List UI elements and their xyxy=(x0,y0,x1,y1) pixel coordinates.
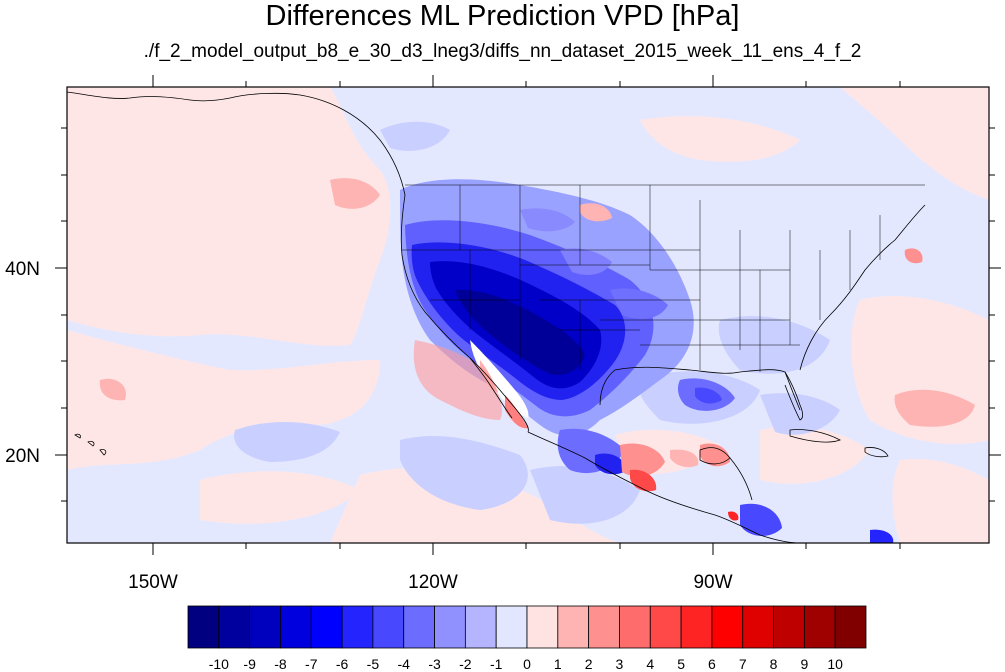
colorbar xyxy=(187,605,867,649)
axis-ticks xyxy=(55,75,1001,555)
negative-difference-light-areas xyxy=(234,121,840,524)
colorbar-swatch xyxy=(403,605,435,649)
colorbar-swatch xyxy=(526,605,559,649)
colorbar-tick-label: 8 xyxy=(770,656,778,672)
colorbar-swatch xyxy=(341,605,374,649)
colorbar-swatch xyxy=(834,605,867,649)
colorbar-swatch xyxy=(310,605,343,649)
colorbar-tick-label: -10 xyxy=(209,656,229,672)
colorbar-tick-label: -9 xyxy=(243,656,256,672)
gulf-anomaly xyxy=(677,378,735,411)
colorbar-tick-label: 0 xyxy=(523,656,531,672)
colorbar-swatch xyxy=(464,605,497,649)
colorbar-tick-label: 3 xyxy=(616,656,624,672)
difference-field xyxy=(67,87,989,543)
colorbar-tick-label: -3 xyxy=(428,656,441,672)
map-title: Differences ML Prediction VPD [hPa] xyxy=(265,0,740,32)
x-label-90w: 90W xyxy=(693,572,732,593)
colorbar-swatch xyxy=(372,605,405,649)
colorbar-tick-label: 5 xyxy=(677,656,685,672)
colorbar-swatch xyxy=(619,605,651,649)
y-label-20n: 20N xyxy=(5,446,40,467)
colorbar-tick-label: 6 xyxy=(708,656,716,672)
colorbar-tick-label: 4 xyxy=(646,656,654,672)
colorbar-tick-label: 2 xyxy=(585,656,593,672)
colorbar-tick-label: 10 xyxy=(827,656,843,672)
colorbar-swatch xyxy=(218,605,251,649)
colorbar-swatch xyxy=(249,605,281,649)
colorbar-tick-label: -6 xyxy=(336,656,349,672)
mexico-south-anomalies xyxy=(557,428,894,543)
colorbar-swatch xyxy=(742,605,774,649)
negative-anomaly-core xyxy=(400,179,694,436)
colorbar-tick-label: -1 xyxy=(490,656,503,672)
colorbar-swatch xyxy=(280,605,312,649)
y-label-40n: 40N xyxy=(5,259,40,280)
colorbar-swatch xyxy=(649,605,682,649)
colorbar-swatch xyxy=(434,605,466,649)
x-label-120w: 120W xyxy=(408,572,458,593)
x-label-150w: 150W xyxy=(128,572,178,593)
state-borders xyxy=(402,184,925,372)
colorbar-swatch xyxy=(773,605,805,649)
colorbar-swatch xyxy=(680,605,713,649)
colorbar-tick-label: -5 xyxy=(367,656,380,672)
colorbar-swatch xyxy=(803,605,836,649)
colorbar-tick-label: -4 xyxy=(398,656,411,672)
colorbar-swatch xyxy=(588,605,620,649)
colorbar-swatch xyxy=(495,605,528,649)
colorbar-tick-label: 7 xyxy=(739,656,747,672)
coastlines xyxy=(67,91,926,543)
colorbar-tick-label: -2 xyxy=(459,656,472,672)
colorbar-tick-label: -8 xyxy=(274,656,287,672)
coastal-positive-anomaly xyxy=(99,178,975,427)
colorbar-swatch xyxy=(187,605,220,649)
colorbar-swatch xyxy=(711,605,744,649)
colorbar-swatch xyxy=(557,605,590,649)
map-subtitle: ./f_2_model_output_b8_e_30_d3_lneg3/diff… xyxy=(143,41,862,62)
colorbar-tick-label: 1 xyxy=(554,656,562,672)
colorbar-tick-label: -7 xyxy=(305,656,318,672)
colorbar-tick-label: 9 xyxy=(800,656,808,672)
colorbar-labels: -10 -9 -8 -7 -6 -5 -4 -3 -2 -1 0 1 2 3 4 5 6 7 8 9 10 xyxy=(209,656,843,672)
